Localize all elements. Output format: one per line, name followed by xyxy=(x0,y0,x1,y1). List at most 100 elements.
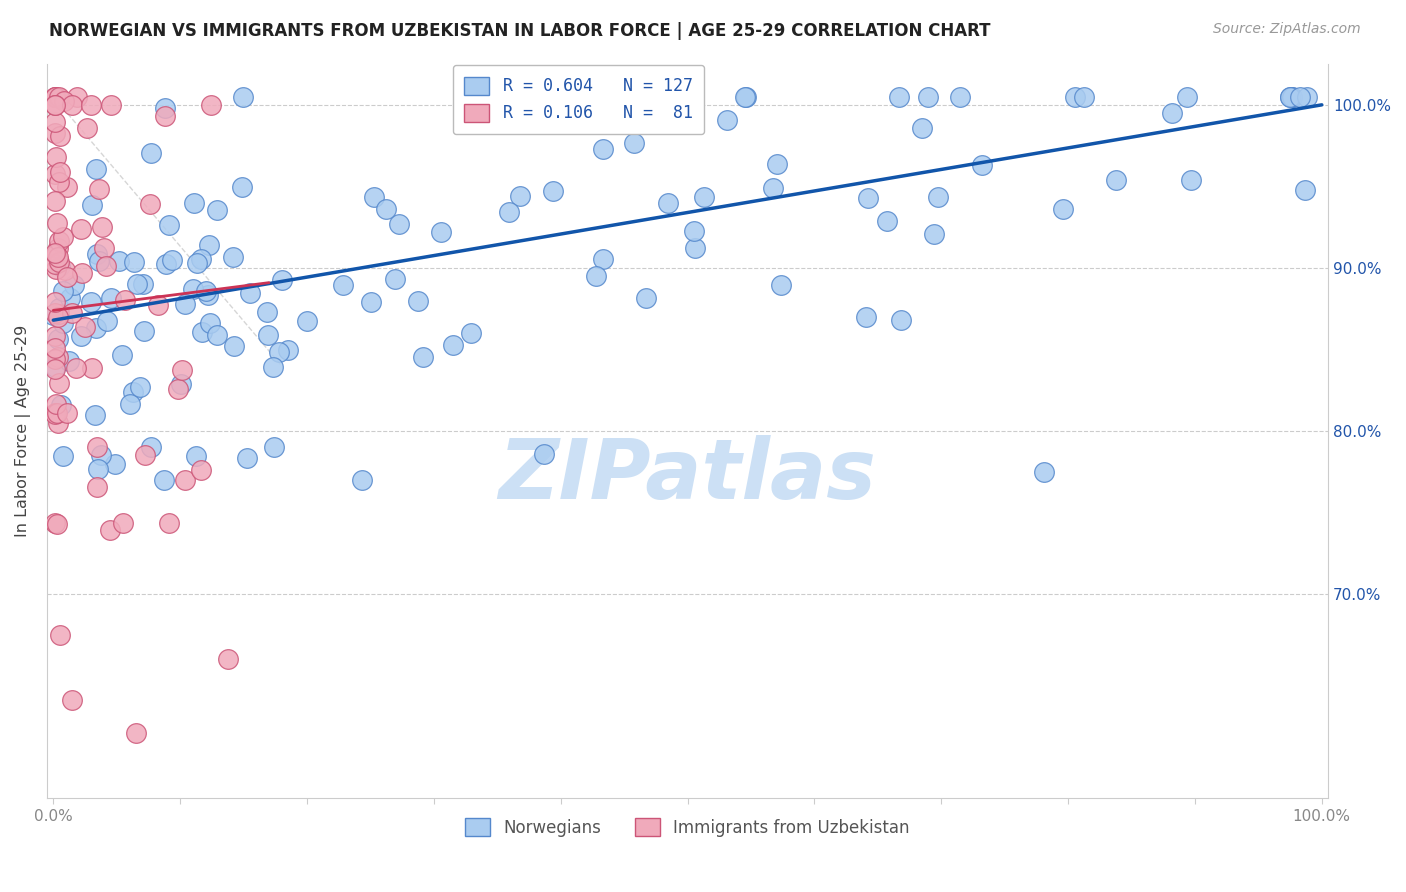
Point xyxy=(1294,183,1316,197)
Point xyxy=(157,219,180,233)
Point xyxy=(108,254,131,268)
Point xyxy=(693,190,716,204)
Point xyxy=(111,516,134,530)
Text: ZIPatlas: ZIPatlas xyxy=(499,434,876,516)
Point xyxy=(58,353,80,368)
Point xyxy=(184,449,207,463)
Point xyxy=(271,273,294,287)
Text: NORWEGIAN VS IMMIGRANTS FROM UZBEKISTAN IN LABOR FORCE | AGE 25-29 CORRELATION C: NORWEGIAN VS IMMIGRANTS FROM UZBEKISTAN … xyxy=(49,22,991,40)
Point xyxy=(190,252,212,266)
Point xyxy=(46,332,69,346)
Point xyxy=(1052,202,1074,216)
Point xyxy=(52,94,75,108)
Point xyxy=(222,250,245,264)
Point xyxy=(83,408,105,422)
Point xyxy=(104,457,127,471)
Point xyxy=(44,516,66,531)
Point xyxy=(132,277,155,291)
Point xyxy=(44,295,66,310)
Point xyxy=(170,376,193,391)
Point xyxy=(153,109,176,123)
Point xyxy=(91,219,114,234)
Point xyxy=(44,245,66,260)
Point xyxy=(56,179,79,194)
Point xyxy=(1295,89,1317,103)
Point xyxy=(84,320,107,334)
Point xyxy=(52,229,75,244)
Text: Source: ZipAtlas.com: Source: ZipAtlas.com xyxy=(1213,22,1361,37)
Point xyxy=(887,89,910,103)
Point xyxy=(125,726,148,740)
Point xyxy=(80,361,103,376)
Point xyxy=(49,399,72,413)
Point xyxy=(44,305,66,319)
Point xyxy=(1175,89,1198,103)
Point xyxy=(86,247,108,261)
Point xyxy=(44,98,66,112)
Point xyxy=(48,376,70,391)
Point xyxy=(911,121,934,136)
Point xyxy=(44,329,66,343)
Point xyxy=(277,343,299,357)
Point xyxy=(927,190,949,204)
Point xyxy=(44,342,66,356)
Point xyxy=(70,266,93,280)
Point xyxy=(375,202,398,216)
Point xyxy=(44,257,66,271)
Point xyxy=(93,241,115,255)
Point xyxy=(1289,89,1312,103)
Point xyxy=(1033,465,1056,479)
Point xyxy=(90,449,112,463)
Point xyxy=(132,324,155,338)
Point xyxy=(44,98,66,112)
Point xyxy=(87,182,110,196)
Point xyxy=(70,328,93,343)
Point xyxy=(332,278,354,293)
Point xyxy=(96,259,118,273)
Point xyxy=(352,473,374,487)
Point xyxy=(80,98,103,112)
Point xyxy=(46,310,69,324)
Point xyxy=(236,450,259,465)
Point xyxy=(46,416,69,430)
Point xyxy=(98,524,121,538)
Point xyxy=(86,441,108,455)
Point xyxy=(231,180,253,194)
Point xyxy=(44,360,66,375)
Point xyxy=(155,257,177,271)
Point xyxy=(44,89,66,103)
Point xyxy=(46,241,69,255)
Point xyxy=(922,227,945,242)
Point xyxy=(49,165,72,179)
Point xyxy=(191,325,214,339)
Point xyxy=(52,449,75,463)
Point xyxy=(60,306,83,320)
Point xyxy=(186,256,208,270)
Point xyxy=(762,181,785,195)
Point xyxy=(890,312,912,326)
Point xyxy=(65,360,87,375)
Point xyxy=(69,221,91,235)
Point xyxy=(138,196,160,211)
Point xyxy=(194,284,217,298)
Point xyxy=(363,190,385,204)
Legend: Norwegians, Immigrants from Uzbekistan: Norwegians, Immigrants from Uzbekistan xyxy=(457,810,918,845)
Point xyxy=(60,693,83,707)
Point xyxy=(735,89,758,103)
Point xyxy=(44,89,66,103)
Point xyxy=(683,241,706,255)
Point xyxy=(42,308,65,322)
Point xyxy=(45,397,67,411)
Point xyxy=(49,128,72,143)
Point xyxy=(100,98,122,112)
Point xyxy=(1160,106,1182,120)
Point xyxy=(1105,173,1128,187)
Point xyxy=(48,255,70,269)
Point xyxy=(205,202,228,217)
Point xyxy=(388,217,411,231)
Point xyxy=(441,338,464,352)
Point xyxy=(160,252,183,267)
Point xyxy=(198,317,221,331)
Point xyxy=(1073,89,1095,103)
Point xyxy=(460,326,482,340)
